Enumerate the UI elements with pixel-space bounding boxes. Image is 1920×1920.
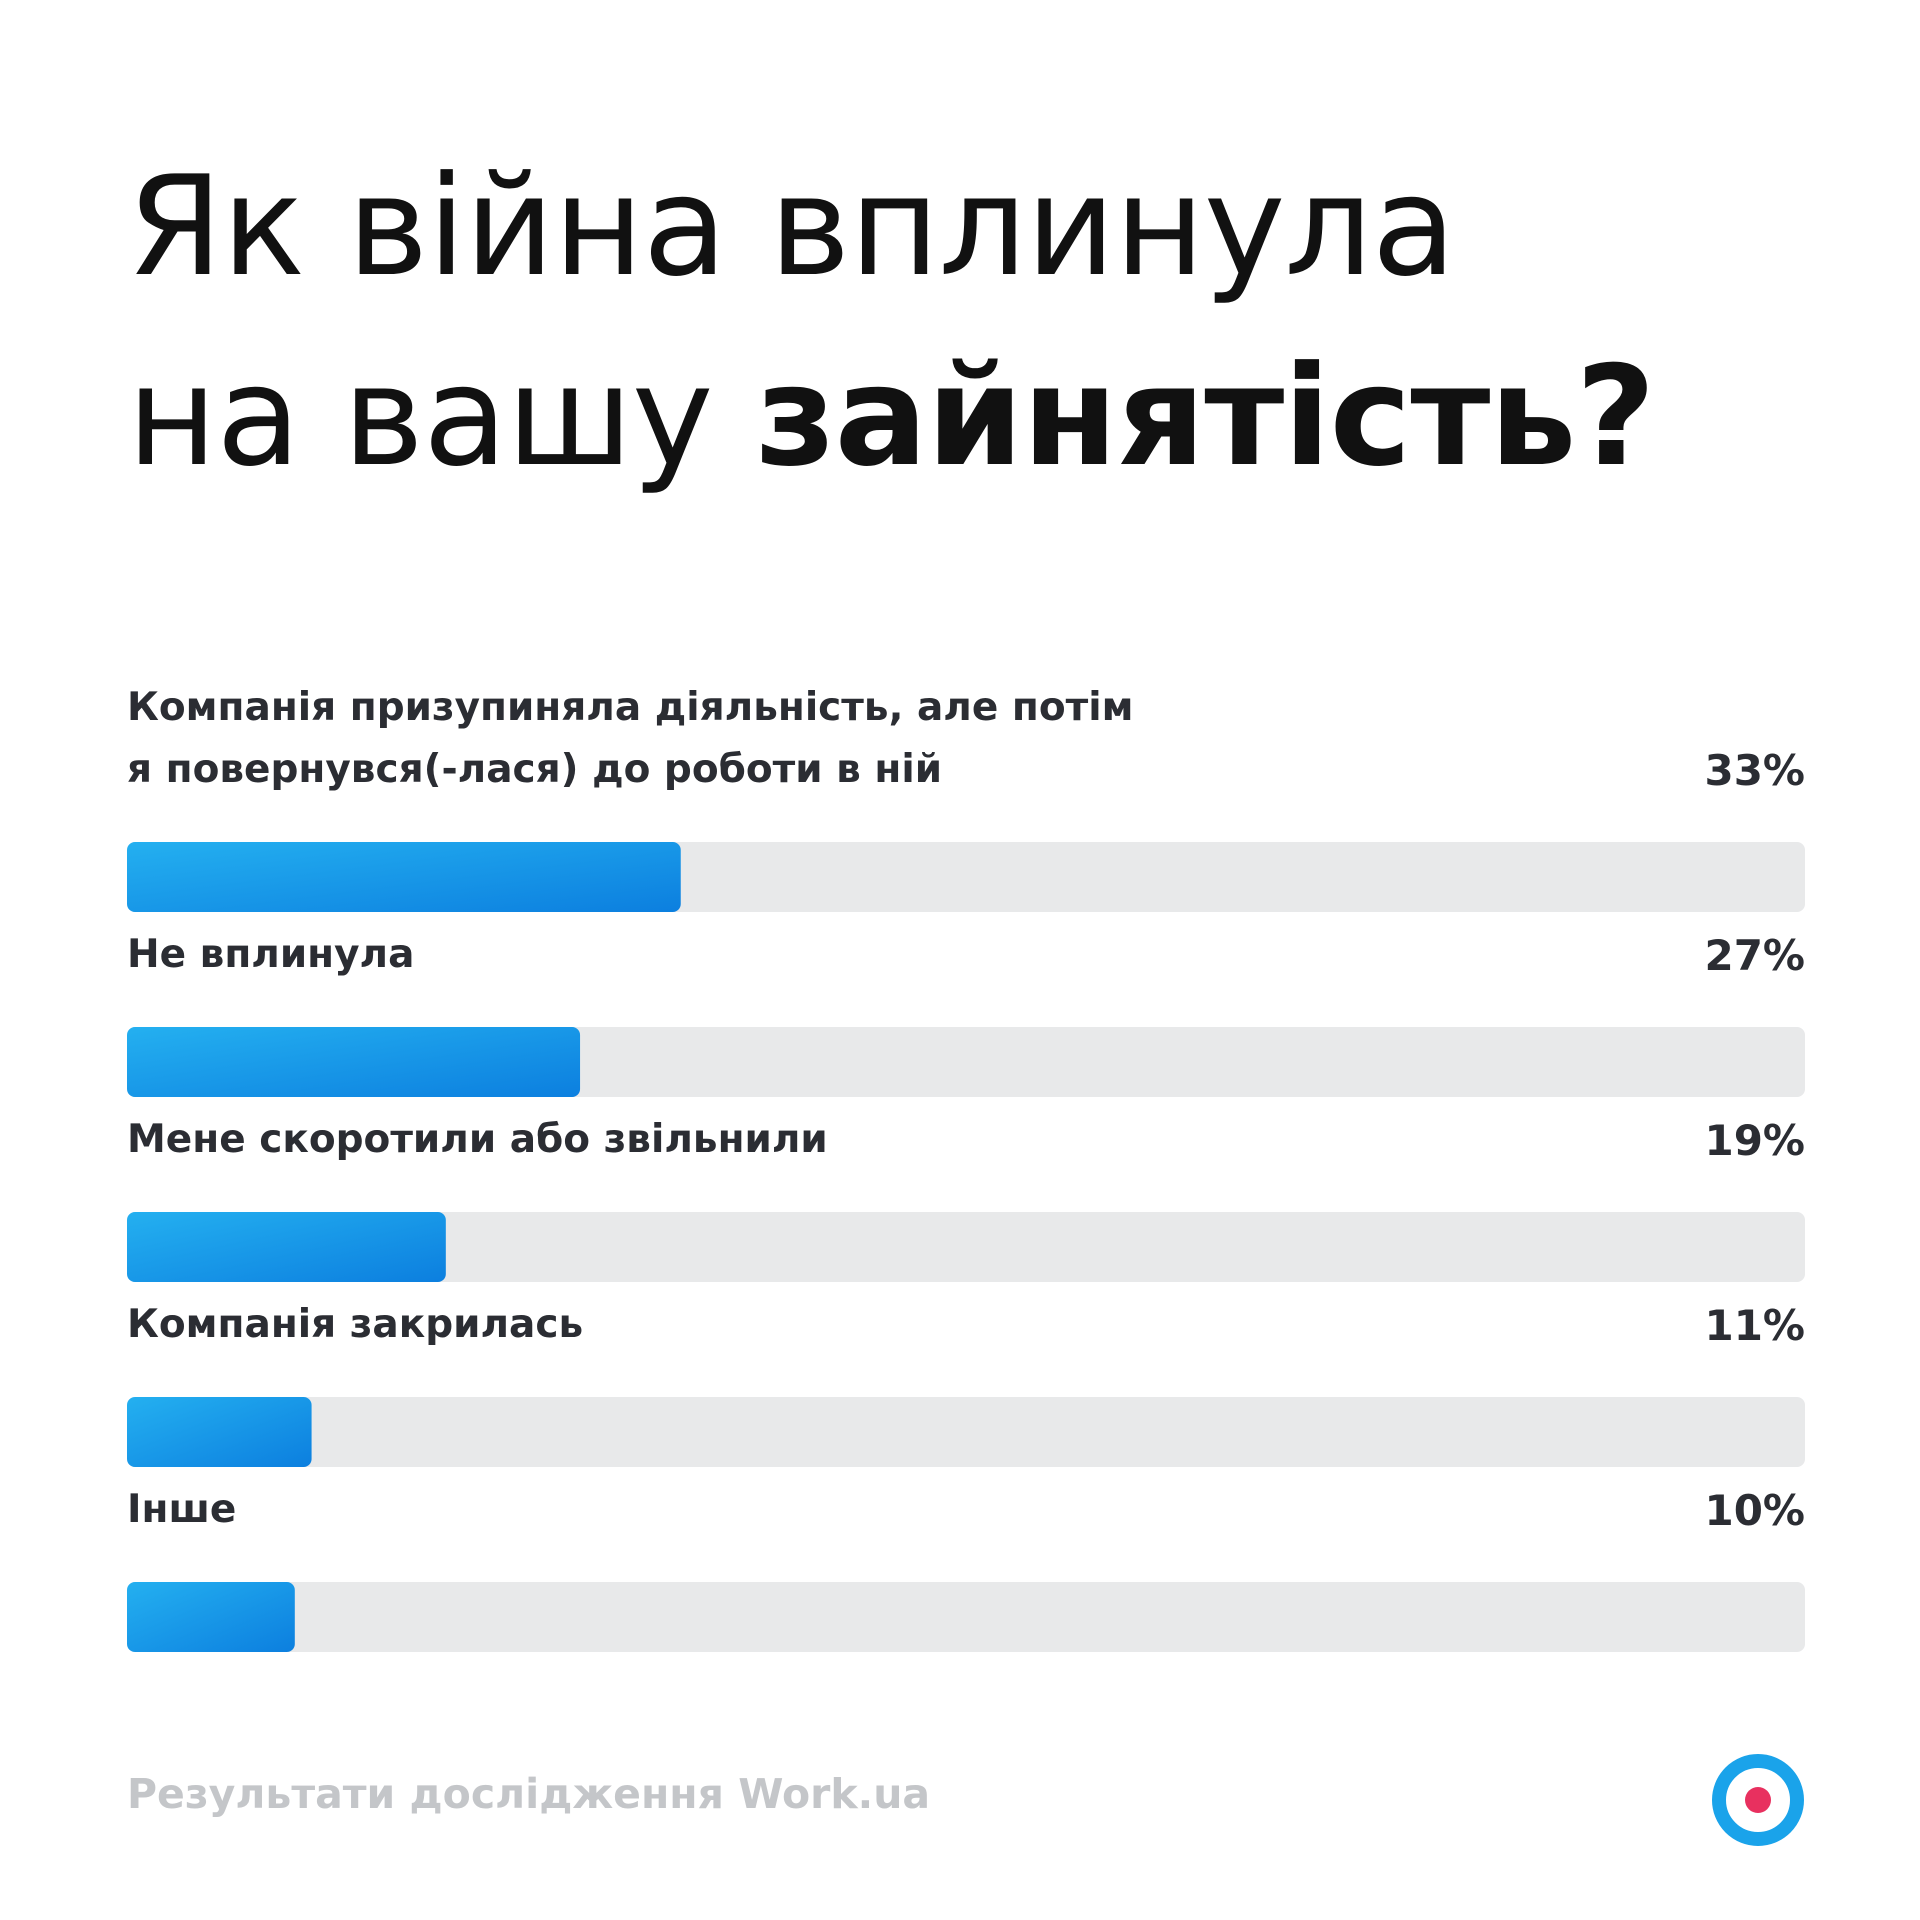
value-label: 33% [1704, 746, 1805, 795]
value-label: 10% [1704, 1486, 1805, 1535]
bar-track [127, 1212, 1805, 1282]
title-line-2-regular: на вашу [127, 336, 756, 497]
title-line-2-bold: зайнятість? [755, 336, 1655, 497]
bar-row: Не вплинула 27% [127, 931, 1805, 1097]
value-label: 11% [1704, 1301, 1805, 1350]
category-label: Компанія закрилась [127, 1302, 583, 1347]
category-label: Компанія призупиняла діяльність, але пот… [127, 685, 1133, 730]
bars-group: Компанія призупиняла діяльність, але пот… [127, 685, 1805, 1652]
bar-track [127, 1582, 1805, 1652]
title-line-2: на вашу зайнятість? [127, 322, 1827, 512]
category-label: я повернувся(-лася) до роботи в ній [127, 747, 942, 792]
title-line-1: Як війна вплинула [127, 146, 1456, 307]
bar-row: Компанія призупиняла діяльність, але пот… [127, 685, 1805, 912]
bar [127, 842, 681, 912]
bar-track [127, 1397, 1805, 1467]
bar-row: Компанія закрилась 11% [127, 1301, 1805, 1467]
category-label: Інше [127, 1487, 236, 1532]
bar [127, 1397, 312, 1467]
work-ua-logo-icon[interactable] [1710, 1752, 1806, 1848]
bar [127, 1212, 446, 1282]
category-label: Не вплинула [127, 932, 414, 977]
bar-row: Інше 10% [127, 1486, 1805, 1652]
value-label: 19% [1704, 1116, 1805, 1165]
bar [127, 1582, 295, 1652]
value-label: 27% [1704, 931, 1805, 980]
chart-title: Як війна вплинула на вашу зайнятість? [127, 132, 1827, 512]
category-label: Мене скоротили або звільнили [127, 1117, 828, 1162]
source-note: Результати дослідження Work.ua [127, 1770, 931, 1818]
bar [127, 1027, 581, 1097]
bar-row: Мене скоротили або звільнили 19% [127, 1116, 1805, 1282]
